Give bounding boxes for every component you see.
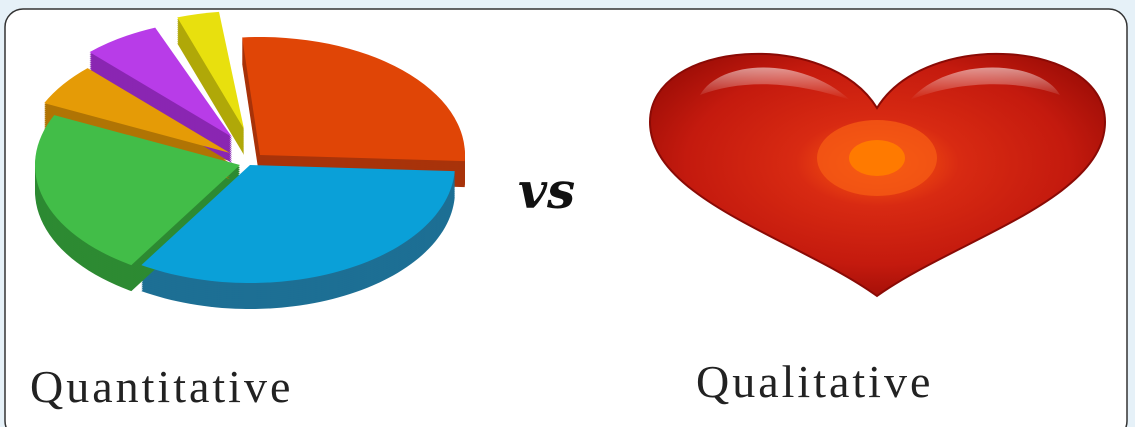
heart-core bbox=[849, 140, 905, 176]
right-label: Qualitative bbox=[696, 356, 933, 407]
illustration: vs Quantitative Qualitative bbox=[0, 0, 1135, 427]
separator: vs bbox=[518, 161, 575, 220]
left-label: Quantitative bbox=[30, 361, 293, 412]
